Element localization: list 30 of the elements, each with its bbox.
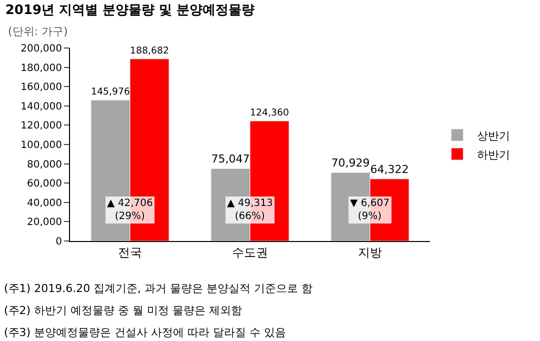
data-label: 124,360 — [250, 107, 289, 118]
data-label: 75,047 — [211, 152, 250, 166]
legend-label: 상반기 — [477, 129, 510, 142]
y-tick-label: 80,000 — [27, 159, 62, 170]
legend-label: 하반기 — [477, 148, 510, 162]
annotation: ▲ 42,706 (29%) — [107, 198, 153, 222]
x-tick-label: 전국 — [118, 245, 142, 260]
annotation: ▲ 49,313 (66%) — [227, 198, 273, 222]
data-label: 64,322 — [370, 162, 409, 176]
y-tick-label: 120,000 — [20, 120, 62, 132]
x-tick-label: 수도권 — [232, 245, 268, 260]
y-tick-label: 20,000 — [27, 217, 62, 228]
y-tick-label: 180,000 — [20, 62, 62, 74]
y-tick-label: 100,000 — [20, 140, 62, 151]
x-tick-label: 지방 — [358, 245, 382, 260]
y-tick-label: 40,000 — [27, 198, 62, 209]
y-tick-label: 60,000 — [27, 178, 62, 190]
y-tick-label: 140,000 — [20, 101, 62, 112]
data-label: 70,929 — [331, 156, 370, 170]
text: (단위: 가구) — [8, 25, 68, 38]
y-tick-label: 0 — [56, 236, 62, 248]
data-label: 145,976 — [91, 86, 130, 98]
y-tick-label: 160,000 — [20, 82, 62, 94]
text: (주1) 2019.6.20 집계기준, 과거 물량은 분양실적 기준으로 함 — [4, 282, 313, 295]
data-label: 188,682 — [130, 45, 169, 56]
text: (주3) 분양예정물량은 건설사 사정에 따라 달라질 수 있음 — [4, 326, 286, 339]
y-tick-label: 200,000 — [20, 44, 62, 54]
text: (주2) 하반기 예정물량 중 월 미정 물량은 제외함 — [4, 304, 242, 317]
chart-title: 2019년 지역별 분양물량 및 분양예정물량 — [5, 3, 255, 18]
annotation: ▼ 6,607 (9%) — [350, 198, 390, 222]
